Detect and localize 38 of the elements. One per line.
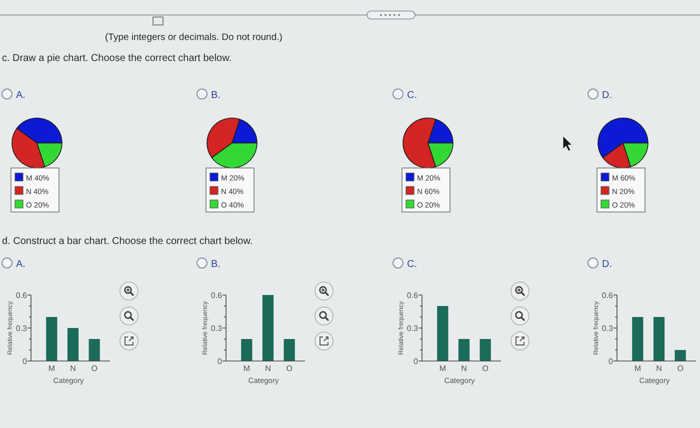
chart-title: D.: [602, 259, 612, 270]
chart-title: B.: [211, 259, 220, 270]
y-tick-label: 0.3: [210, 324, 223, 333]
y-tick-label: 0: [414, 357, 419, 366]
x-tick-label: N: [656, 364, 662, 373]
y-tick-label: 0: [608, 357, 614, 366]
x-tick-label: N: [265, 364, 272, 373]
bar: [46, 317, 58, 361]
chart-title: A.: [16, 90, 26, 101]
x-tick-label: M: [243, 364, 250, 373]
x-tick-label: M: [634, 364, 642, 373]
y-tick-label: 0.3: [406, 324, 419, 333]
x-tick-label: O: [482, 364, 488, 373]
text: (Type integers or decimals. Do not round.): [105, 32, 282, 43]
x-tick-label: M: [439, 364, 446, 373]
x-tick-label: M: [48, 364, 56, 373]
chart-title: C.: [407, 90, 417, 101]
x-tick-label: N: [461, 364, 468, 373]
x-tick-label: O: [91, 364, 98, 373]
y-tick-label: 0.3: [602, 324, 614, 333]
y-tick-label: 0.6: [406, 291, 419, 300]
y-tick-label: 0.3: [16, 324, 28, 333]
chart-title: D.: [602, 90, 612, 101]
y-tick-label: 0.6: [602, 291, 614, 300]
text: d. Construct a bar chart. Choose the correct chart below.: [2, 236, 253, 247]
y-tick-label: 0.6: [16, 291, 28, 300]
y-tick-label: 0.6: [210, 291, 223, 300]
bar: [88, 339, 100, 361]
y-tick-label: 0: [218, 357, 223, 366]
bar: [67, 328, 79, 361]
chart-title: B.: [211, 90, 220, 101]
text: c. Draw a pie chart. Choose the correct chart below.: [2, 53, 232, 64]
x-tick-label: O: [677, 364, 684, 373]
chart-title: A.: [16, 259, 26, 270]
chart-title: C.: [407, 259, 417, 270]
x-tick-label: O: [286, 364, 292, 373]
y-tick-label: 0: [22, 357, 28, 366]
x-tick-label: N: [70, 364, 76, 373]
